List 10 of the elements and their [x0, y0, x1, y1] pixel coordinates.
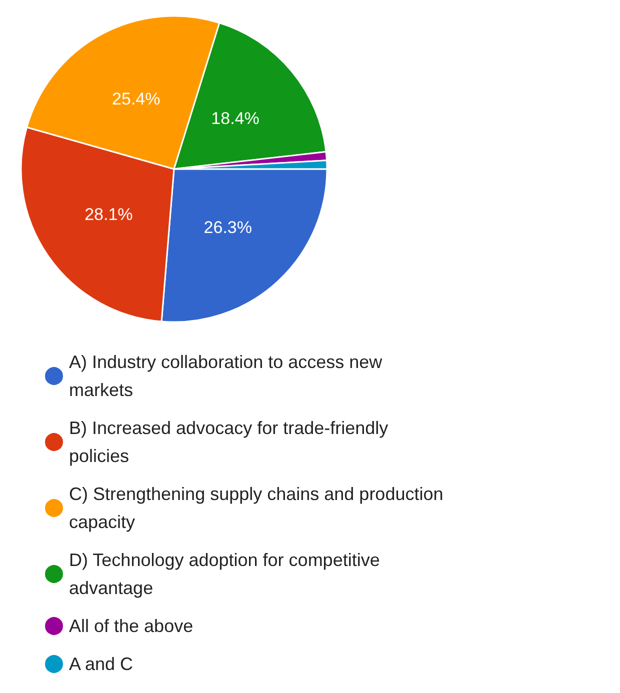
legend-label: C) Strengthening supply chains and production capacity: [69, 484, 448, 532]
data-label: 28.1%: [84, 204, 133, 224]
legend-label: A) Industry collaboration to access new markets: [69, 352, 388, 400]
data-label: 18.4%: [211, 108, 260, 128]
legend-label: A and C: [69, 654, 134, 674]
data-label: 25.4%: [112, 90, 160, 109]
data-label: 26.3%: [204, 218, 252, 237]
legend-label: All of the above: [69, 616, 194, 636]
legend-label: B) Increased advocacy for trade-friendly policies: [69, 418, 394, 466]
legend-label: D) Technology adoption for competitive advantage: [69, 550, 385, 598]
